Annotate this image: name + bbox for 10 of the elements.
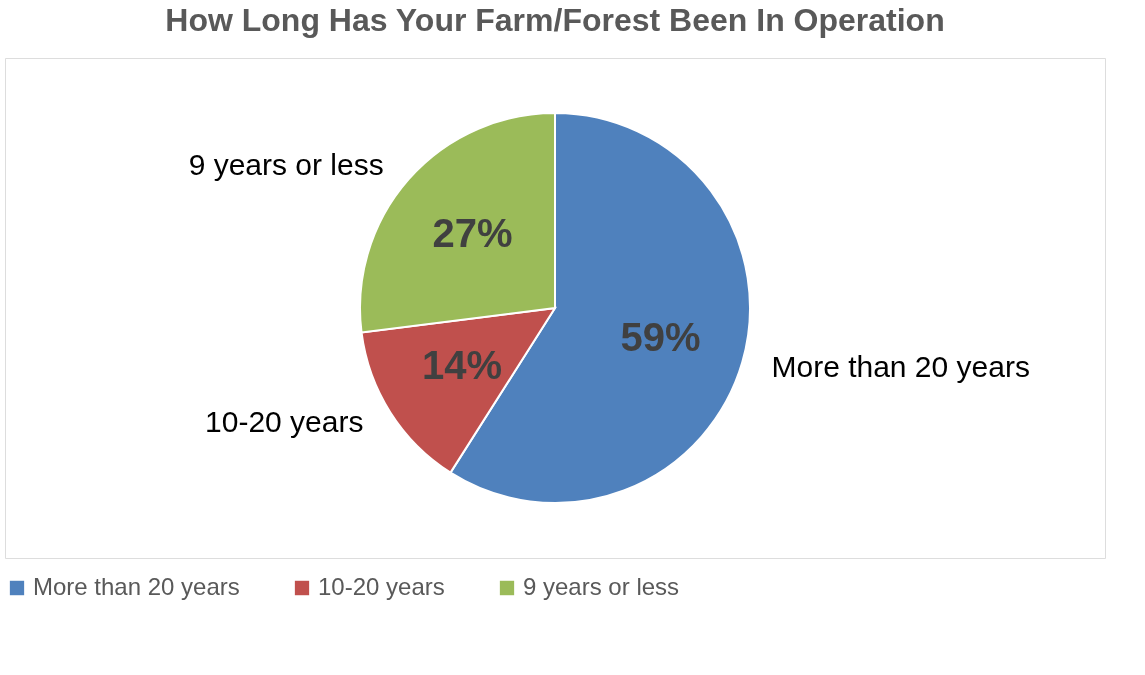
legend-label: More than 20 years bbox=[33, 573, 240, 600]
legend-label: 10-20 years bbox=[318, 573, 445, 600]
data-label: 27% bbox=[432, 211, 513, 256]
chart-title: How Long Has Your Farm/Forest Been In Operation bbox=[165, 2, 945, 38]
slice-label: 10-20 years bbox=[205, 405, 364, 439]
slice-label: More than 20 years bbox=[771, 349, 1030, 383]
data-label: 14% bbox=[422, 342, 503, 387]
legend-label: 9 years or less bbox=[523, 573, 680, 600]
slice-label: 9 years or less bbox=[188, 147, 384, 181]
data-label: 59% bbox=[620, 314, 701, 359]
